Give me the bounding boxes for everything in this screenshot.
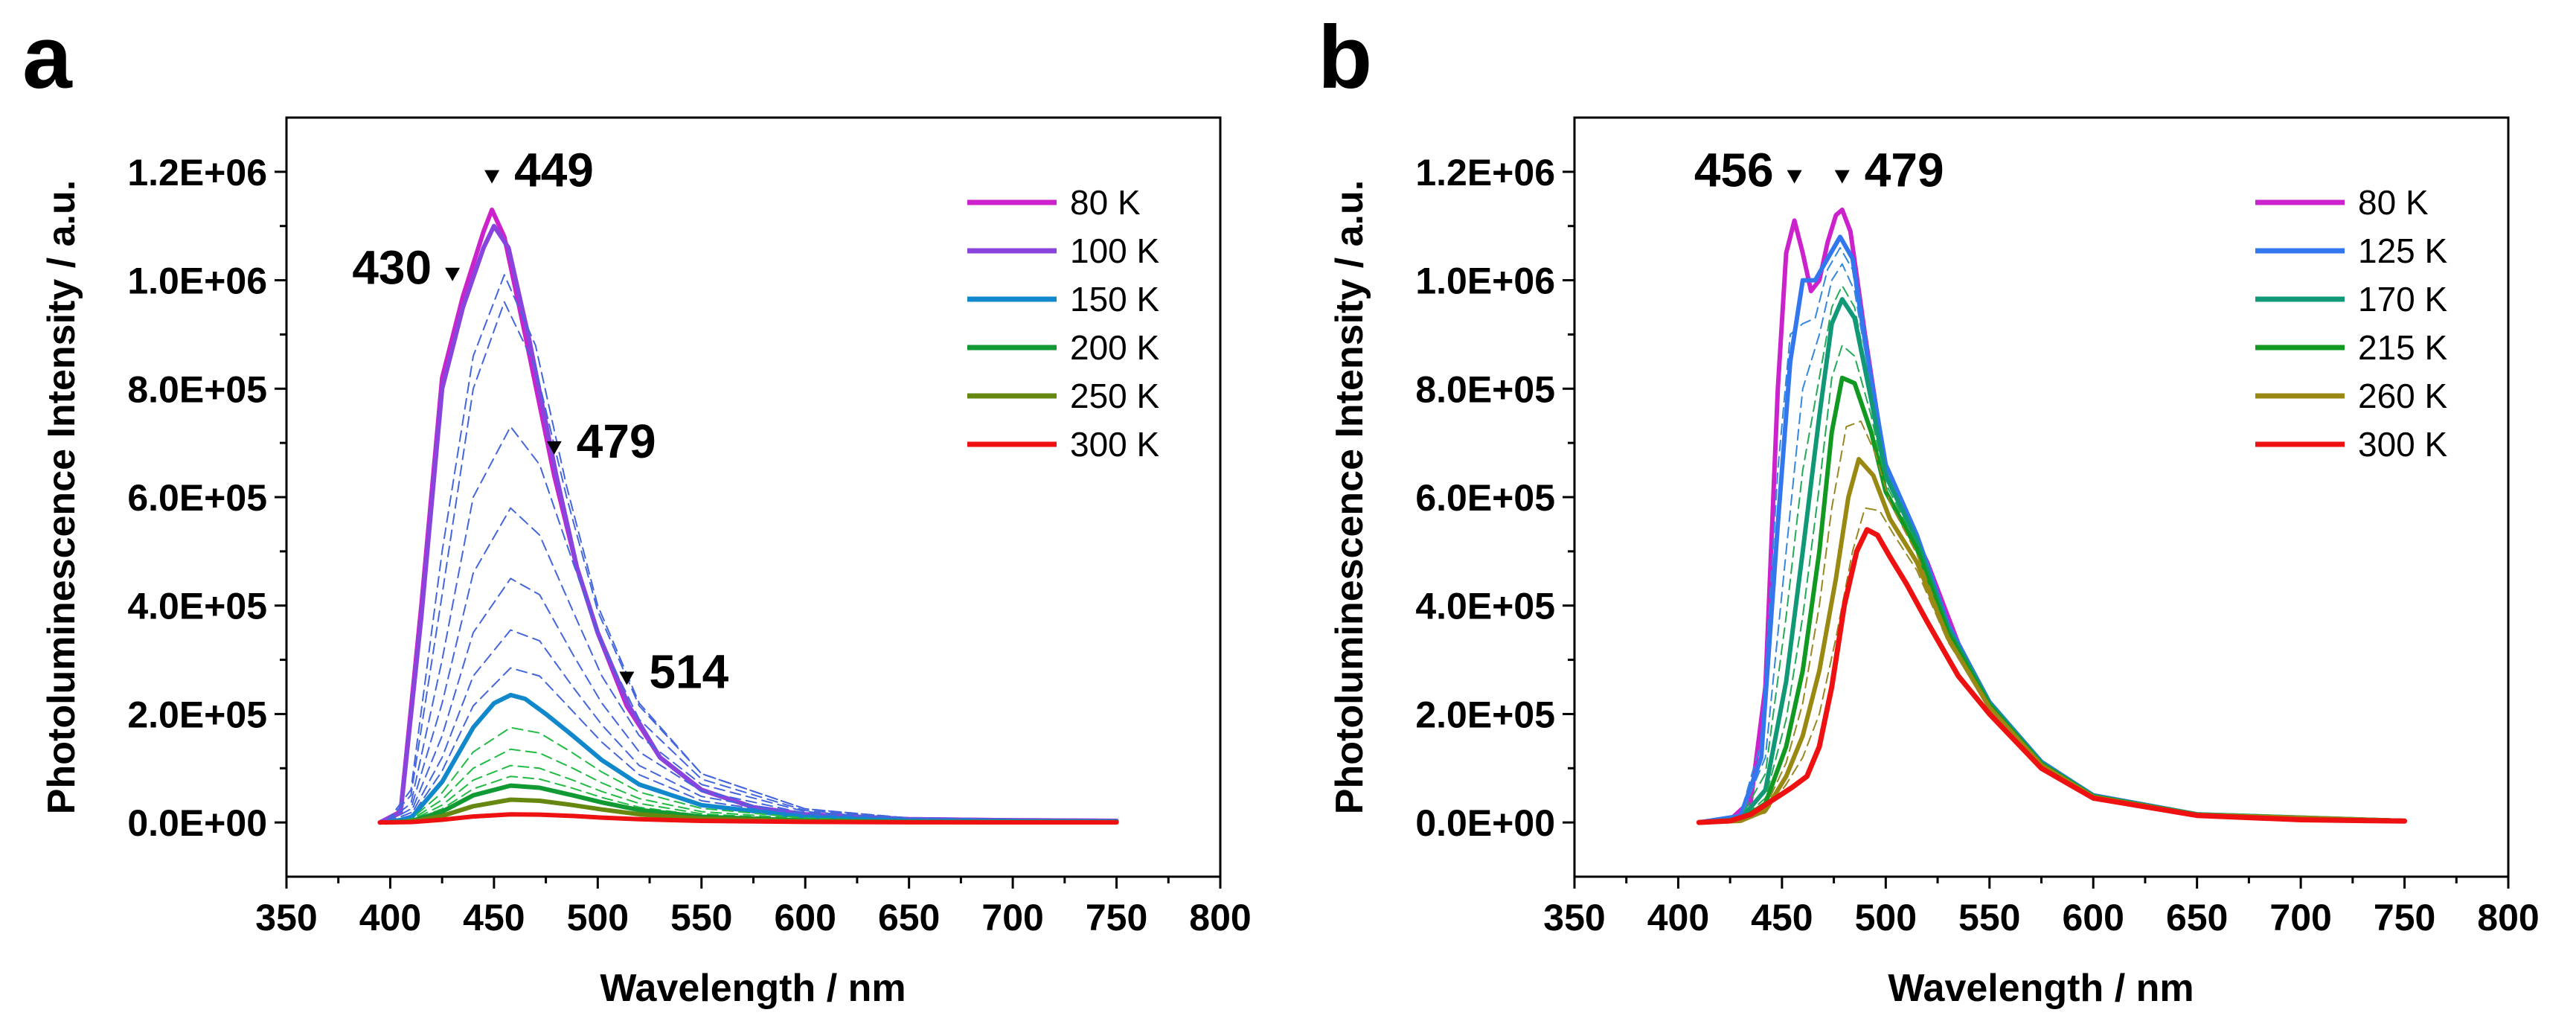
panel-a-legend-label: 150 K	[1070, 280, 1160, 319]
panel-a-x-axis-title: Wavelength / nm	[600, 967, 906, 1010]
panel-a-annotations: 449 430 479 514	[352, 144, 728, 699]
panel-b-legend-label: 215 K	[2358, 328, 2448, 367]
panel-b-x-ticks: 350 400 450 500 550 600 650 700 750 800	[1543, 877, 2540, 938]
panel-a-y-tick-label: 4.0E+05	[127, 586, 267, 627]
panel-b-x-tick-label: 500	[1855, 897, 1917, 938]
panel-a-legend-label: 300 K	[1070, 425, 1160, 464]
panel-a-legend-label: 250 K	[1070, 377, 1160, 415]
panel-a-y-tick-label: 0.0E+00	[127, 802, 267, 844]
panel-a-series-guide-1	[385, 274, 1118, 824]
panel-b-peak-label-456: 456	[1694, 144, 1774, 197]
panel-b-series-guide-b3	[1698, 284, 2406, 824]
panel-b-x-tick-label: 450	[1751, 897, 1813, 938]
panel-a-series-100-k	[377, 223, 1119, 825]
panel-a-plot-area	[377, 207, 1119, 825]
panel-b-peak-label-479: 479	[1865, 144, 1944, 197]
panel-a-series-guide-6	[385, 629, 1118, 824]
panel-a-peak-label-514: 514	[649, 645, 728, 699]
panel-b-chart: b 350 400 450 500 550 600 650 700 750 800 0.0E+00…	[1318, 7, 2540, 1010]
panel-a-y-tick-label: 1.2E+06	[127, 152, 267, 193]
panel-b-y-tick-label: 8.0E+05	[1415, 368, 1555, 410]
panel-a-x-tick-label: 600	[775, 897, 836, 938]
panel-a-y-ticks: 0.0E+00 2.0E+05 4.0E+05 6.0E+05 8.0E+05 1.0E+…	[127, 152, 286, 844]
panel-a-peak-marker-430	[445, 267, 461, 281]
panel-b-series-guide-b5	[1698, 420, 2406, 824]
panel-a-series-guide-7	[385, 667, 1118, 824]
panel-b-x-tick-label: 800	[2477, 897, 2539, 938]
panel-b-x-tick-label: 600	[2063, 897, 2124, 938]
panel-a-series-guide-2	[385, 301, 1118, 824]
panel-a-letter: a	[22, 7, 73, 107]
panel-b-y-tick-label: 4.0E+05	[1415, 586, 1555, 627]
panel-b-y-tick-label: 1.2E+06	[1415, 152, 1555, 193]
panel-b-x-tick-label: 550	[1958, 897, 2020, 938]
panel-a-x-tick-label: 650	[878, 897, 940, 938]
panel-a-peak-marker-514	[619, 671, 635, 685]
panel-a-y-tick-label: 6.0E+05	[127, 477, 267, 519]
panel-a-y-tick-label: 8.0E+05	[127, 368, 267, 410]
panel-b-legend-label: 170 K	[2358, 280, 2448, 319]
panel-a-peak-marker-479	[546, 441, 562, 455]
panel-b-legend: 80 K 125 K 170 K 215 K 260 K 300 K	[2255, 183, 2448, 464]
panel-b-legend-label: 300 K	[2358, 425, 2448, 464]
panel-b-series-170-k	[1696, 297, 2407, 825]
panel-a-series-guide-4	[385, 507, 1118, 824]
panel-b-x-tick-label: 750	[2374, 897, 2435, 938]
panel-a-legend: 80 K 100 K 150 K 200 K 250 K 300 K	[967, 183, 1160, 464]
panel-a-x-tick-label: 550	[670, 897, 732, 938]
panel-b-plot-area	[1696, 207, 2408, 825]
panel-b-letter: b	[1318, 7, 1372, 107]
panel-b-y-tick-label: 6.0E+05	[1415, 477, 1555, 519]
panel-a-y-axis-title: Photoluminescence Intensity / a.u.	[40, 180, 83, 814]
panel-a-x-tick-label: 450	[463, 897, 525, 938]
panel-a-x-ticks: 350 400 450 500 550 600 650 700 750 800	[255, 877, 1252, 938]
panel-b-annotations: 456 479	[1694, 144, 1944, 197]
panel-a-x-tick-label: 700	[981, 897, 1043, 938]
panel-b-y-tick-label: 1.0E+06	[1415, 260, 1555, 302]
panel-a-series-150-k	[383, 692, 1119, 825]
panel-b-x-axis-title: Wavelength / nm	[1888, 967, 2194, 1010]
panel-a-legend-label: 80 K	[1070, 183, 1141, 222]
panel-b-x-tick-label: 350	[1543, 897, 1605, 938]
panel-a-y-tick-label: 1.0E+06	[127, 260, 267, 302]
panel-a-series-guide-8	[385, 726, 1118, 824]
panel-b-legend-label: 260 K	[2358, 377, 2448, 415]
panel-b-y-tick-label: 2.0E+05	[1415, 694, 1555, 735]
panel-a-y-tick-label: 2.0E+05	[127, 694, 267, 735]
panel-a-x-tick-label: 800	[1189, 897, 1251, 938]
panel-b-legend-label: 125 K	[2358, 231, 2448, 270]
panel-a-x-tick-label: 400	[359, 897, 421, 938]
panel-a-series-guide-9	[385, 748, 1118, 824]
panel-b-y-ticks: 0.0E+00 2.0E+05 4.0E+05 6.0E+05 8.0E+05 1.0E+…	[1415, 152, 1574, 844]
panel-a-peak-marker-449	[484, 170, 500, 184]
panel-b-legend-label: 80 K	[2358, 183, 2429, 222]
panel-a-x-tick-label: 500	[567, 897, 629, 938]
panel-a-series-guide-5	[385, 578, 1118, 824]
panel-b-peak-marker-479	[1834, 170, 1850, 184]
panel-a-x-tick-label: 350	[255, 897, 317, 938]
panel-b-y-axis-title: Photoluminescence Intensity / a.u.	[1328, 180, 1371, 814]
panel-a-peak-label-430: 430	[352, 241, 432, 295]
panel-b-peak-marker-456	[1787, 170, 1802, 184]
panel-a-chart: a 350 400 450 500 550 600 650 700 750 800 0.0E+00…	[22, 7, 1252, 1010]
panel-b-x-tick-label: 700	[2269, 897, 2331, 938]
panel-a-legend-label: 100 K	[1070, 231, 1160, 270]
panel-a-series-300-k	[377, 812, 1119, 825]
panel-b-series-300-k	[1696, 527, 2408, 825]
panel-a-legend-label: 200 K	[1070, 328, 1160, 367]
panel-b-x-tick-label: 400	[1647, 897, 1709, 938]
panel-a-peak-label-449: 449	[514, 144, 594, 197]
panel-a-peak-label-479: 479	[577, 415, 656, 468]
panel-a-series-guide-3	[385, 426, 1118, 824]
panel-b-y-tick-label: 0.0E+00	[1415, 802, 1555, 844]
panel-b-x-tick-label: 650	[2166, 897, 2228, 938]
panel-a-x-tick-label: 750	[1086, 897, 1147, 938]
